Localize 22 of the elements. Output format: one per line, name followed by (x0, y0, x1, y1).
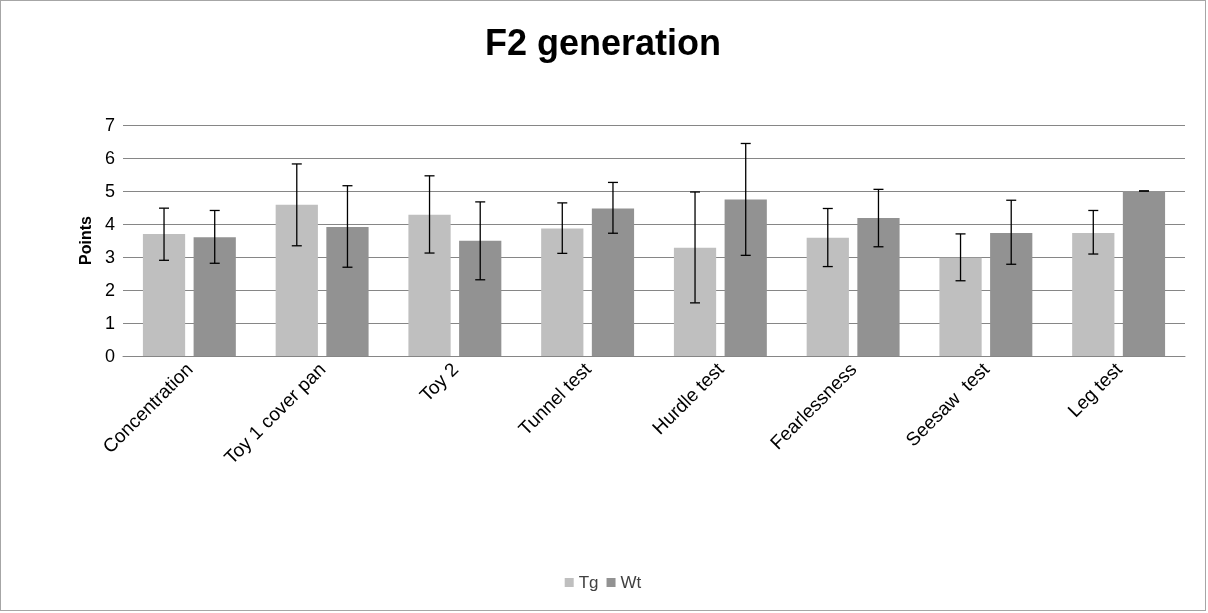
x-tick-label: Leg test (1063, 358, 1127, 422)
x-tick-label: Toy 2 (415, 358, 463, 406)
bar (275, 204, 318, 356)
bar (1072, 232, 1115, 356)
bar (408, 214, 451, 356)
y-tick-label: 4 (104, 214, 115, 234)
y-tick-label: 7 (104, 115, 115, 135)
y-tick-label: 6 (104, 148, 115, 168)
bar (939, 257, 982, 356)
bar (142, 233, 186, 356)
bar (806, 237, 849, 356)
y-tick-label: 2 (104, 280, 115, 300)
bar (673, 247, 717, 356)
bar (541, 228, 584, 356)
legend-label: Tg (578, 573, 599, 592)
y-axis-title: Points (76, 215, 94, 265)
chart-title: F2 generation (484, 21, 722, 63)
y-tick-label: 1 (104, 313, 115, 333)
legend-label: Wt (620, 573, 642, 592)
y-tick-label: 3 (104, 247, 115, 267)
y-tick-label: 5 (104, 181, 115, 201)
y-tick-label: 0 (104, 346, 115, 366)
